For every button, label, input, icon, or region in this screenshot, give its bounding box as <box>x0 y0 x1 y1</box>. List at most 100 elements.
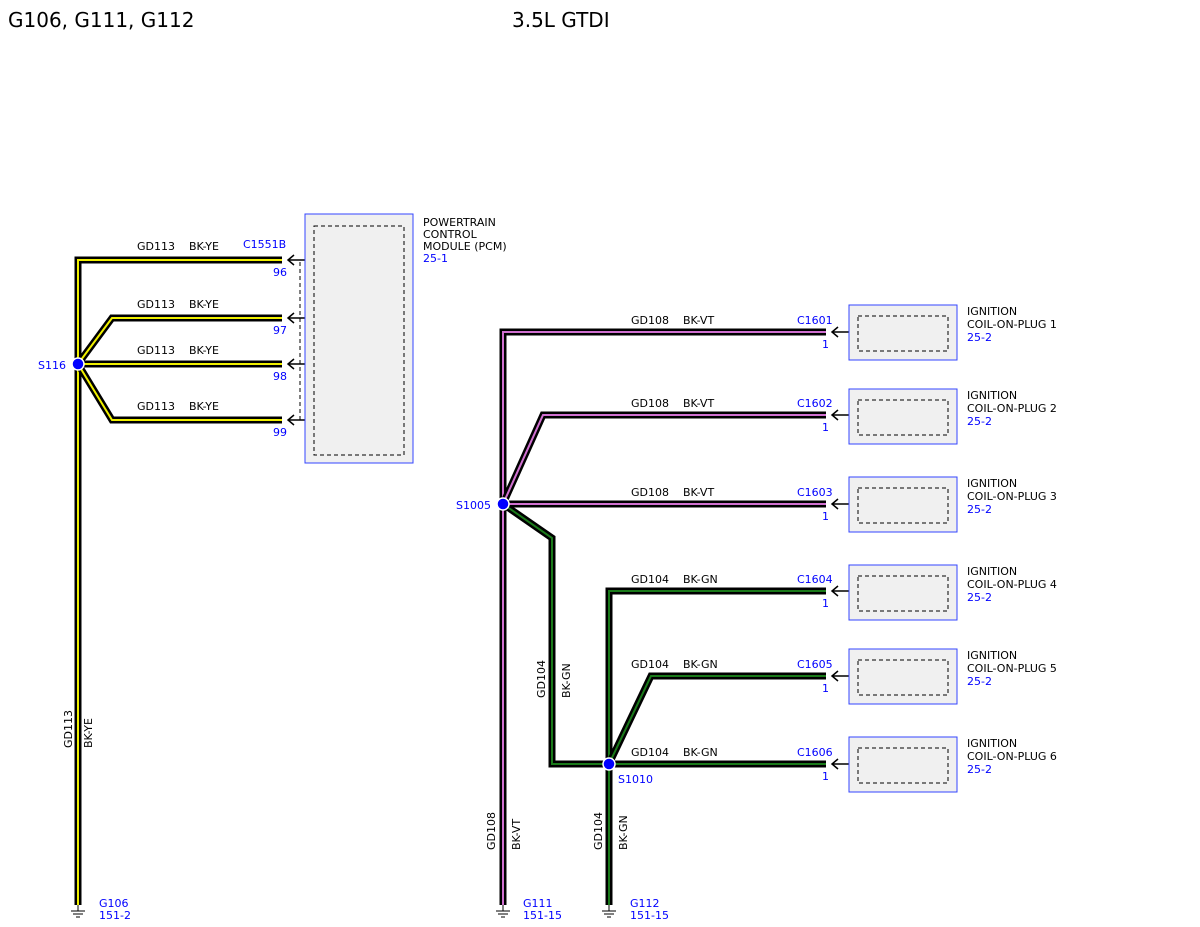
wire-color-label: BK-YE <box>189 240 219 253</box>
coil-inner-dashed <box>857 487 949 524</box>
coil-box <box>848 304 958 361</box>
coil-name: COIL-ON-PLUG 6 <box>967 750 1057 763</box>
connector-id: C1551B <box>243 238 286 251</box>
coil-name: COIL-ON-PLUG 5 <box>967 662 1057 675</box>
coil-box <box>848 648 958 705</box>
wire-color-label: BK-YE <box>189 344 219 357</box>
splice-label: S1005 <box>456 499 491 512</box>
coil-ref: 25-2 <box>967 763 992 776</box>
wire-GD108 <box>499 328 826 905</box>
wire-color-label: BK-VT <box>683 397 714 410</box>
pin-number: 1 <box>822 338 829 351</box>
wire-GD113 <box>74 256 282 905</box>
pin-number: 98 <box>273 370 287 383</box>
coil-inner-dashed <box>857 399 949 436</box>
wire-color-label: BK-GN <box>560 663 573 698</box>
coil-box <box>848 736 958 793</box>
wire-color-label: BK-YE <box>189 298 219 311</box>
wire-insulation <box>75 314 282 367</box>
wire-stripe <box>608 675 826 765</box>
ground-ref: 151-15 <box>523 909 562 922</box>
coil-box <box>848 476 958 533</box>
ground-id: G112 <box>630 897 660 910</box>
circuit-label: GD104 <box>535 660 548 698</box>
connector-id: C1606 <box>797 746 833 759</box>
splice-label: S1010 <box>618 773 653 786</box>
pin-number: 1 <box>822 770 829 783</box>
wire-stripe <box>502 331 826 905</box>
coil-name: IGNITION <box>967 737 1017 750</box>
coil-name: IGNITION <box>967 649 1017 662</box>
pin-number: 97 <box>273 324 287 337</box>
circuit-label: GD104 <box>631 573 669 586</box>
coil-name: COIL-ON-PLUG 1 <box>967 318 1057 331</box>
wire-insulation <box>74 256 282 905</box>
wire-color-label: BK-VT <box>510 819 523 850</box>
pcm-name: MODULE (PCM) <box>423 240 507 253</box>
wire-color-label: BK-GN <box>683 658 718 671</box>
coil-name: IGNITION <box>967 305 1017 318</box>
coil-ref: 25-2 <box>967 415 992 428</box>
coil-box <box>848 564 958 621</box>
wire-stripe <box>77 259 282 905</box>
circuit-label: GD108 <box>631 314 669 327</box>
coil-inner-dashed <box>857 575 949 612</box>
connector-id: C1602 <box>797 397 833 410</box>
ground-icon <box>496 905 510 918</box>
pin-number: 1 <box>822 682 829 695</box>
coil-name: COIL-ON-PLUG 2 <box>967 402 1057 415</box>
circuit-label: GD113 <box>137 240 175 253</box>
coil-name: COIL-ON-PLUG 4 <box>967 578 1057 591</box>
coil-box <box>848 388 958 445</box>
wire-color-label: BK-VT <box>683 486 714 499</box>
connector-id: C1603 <box>797 486 833 499</box>
pin-number: 96 <box>273 266 287 279</box>
pin-number: 1 <box>822 421 829 434</box>
coil-ref: 25-2 <box>967 331 992 344</box>
pin-number: 99 <box>273 426 287 439</box>
coil-name: IGNITION <box>967 565 1017 578</box>
circuit-label: GD108 <box>631 486 669 499</box>
circuit-label: GD108 <box>485 812 498 850</box>
connector-id: C1604 <box>797 573 833 586</box>
splice-dot <box>496 497 510 511</box>
wire-GD113 <box>75 314 282 367</box>
circuit-label: GD113 <box>62 710 75 748</box>
wire-stripe <box>77 317 282 365</box>
wire-stripe <box>608 590 826 905</box>
wire-color-label: BK-GN <box>683 573 718 586</box>
circuit-label: GD113 <box>137 400 175 413</box>
splice-dot <box>602 757 616 771</box>
wire-GD108 <box>499 411 826 506</box>
page-title: G106, G111, G112 <box>8 8 195 32</box>
circuit-label: GD104 <box>592 812 605 850</box>
circuit-label: GD104 <box>631 658 669 671</box>
wire-color-label: BK-GN <box>617 815 630 850</box>
circuit-label: GD113 <box>137 344 175 357</box>
wire-color-label: BK-GN <box>683 746 718 759</box>
splice-label: S116 <box>38 359 66 372</box>
coil-ref: 25-2 <box>967 591 992 604</box>
ground-icon <box>602 905 616 918</box>
wire-insulation <box>501 501 609 768</box>
splice-dot <box>71 357 85 371</box>
pcm-name: CONTROL <box>423 228 478 241</box>
coil-name: COIL-ON-PLUG 3 <box>967 490 1057 503</box>
wire-stripe <box>77 363 282 421</box>
pcm-name: POWERTRAIN <box>423 216 496 229</box>
wire-GD113 <box>75 362 282 424</box>
pcm-module-box <box>304 213 414 464</box>
wire-GD104 <box>605 587 826 905</box>
coil-inner-dashed <box>857 747 949 784</box>
ground-id: G111 <box>523 897 553 910</box>
engine-label: 3.5L GTDI <box>512 8 610 32</box>
wire-color-label: BK-YE <box>189 400 219 413</box>
wire-color-label: BK-VT <box>683 314 714 327</box>
coil-inner-dashed <box>857 315 949 352</box>
wire-stripe <box>502 414 826 505</box>
wire-insulation <box>75 362 282 424</box>
coil-name: IGNITION <box>967 477 1017 490</box>
wire-stripe <box>502 503 609 765</box>
pcm-ref: 25-1 <box>423 252 448 265</box>
